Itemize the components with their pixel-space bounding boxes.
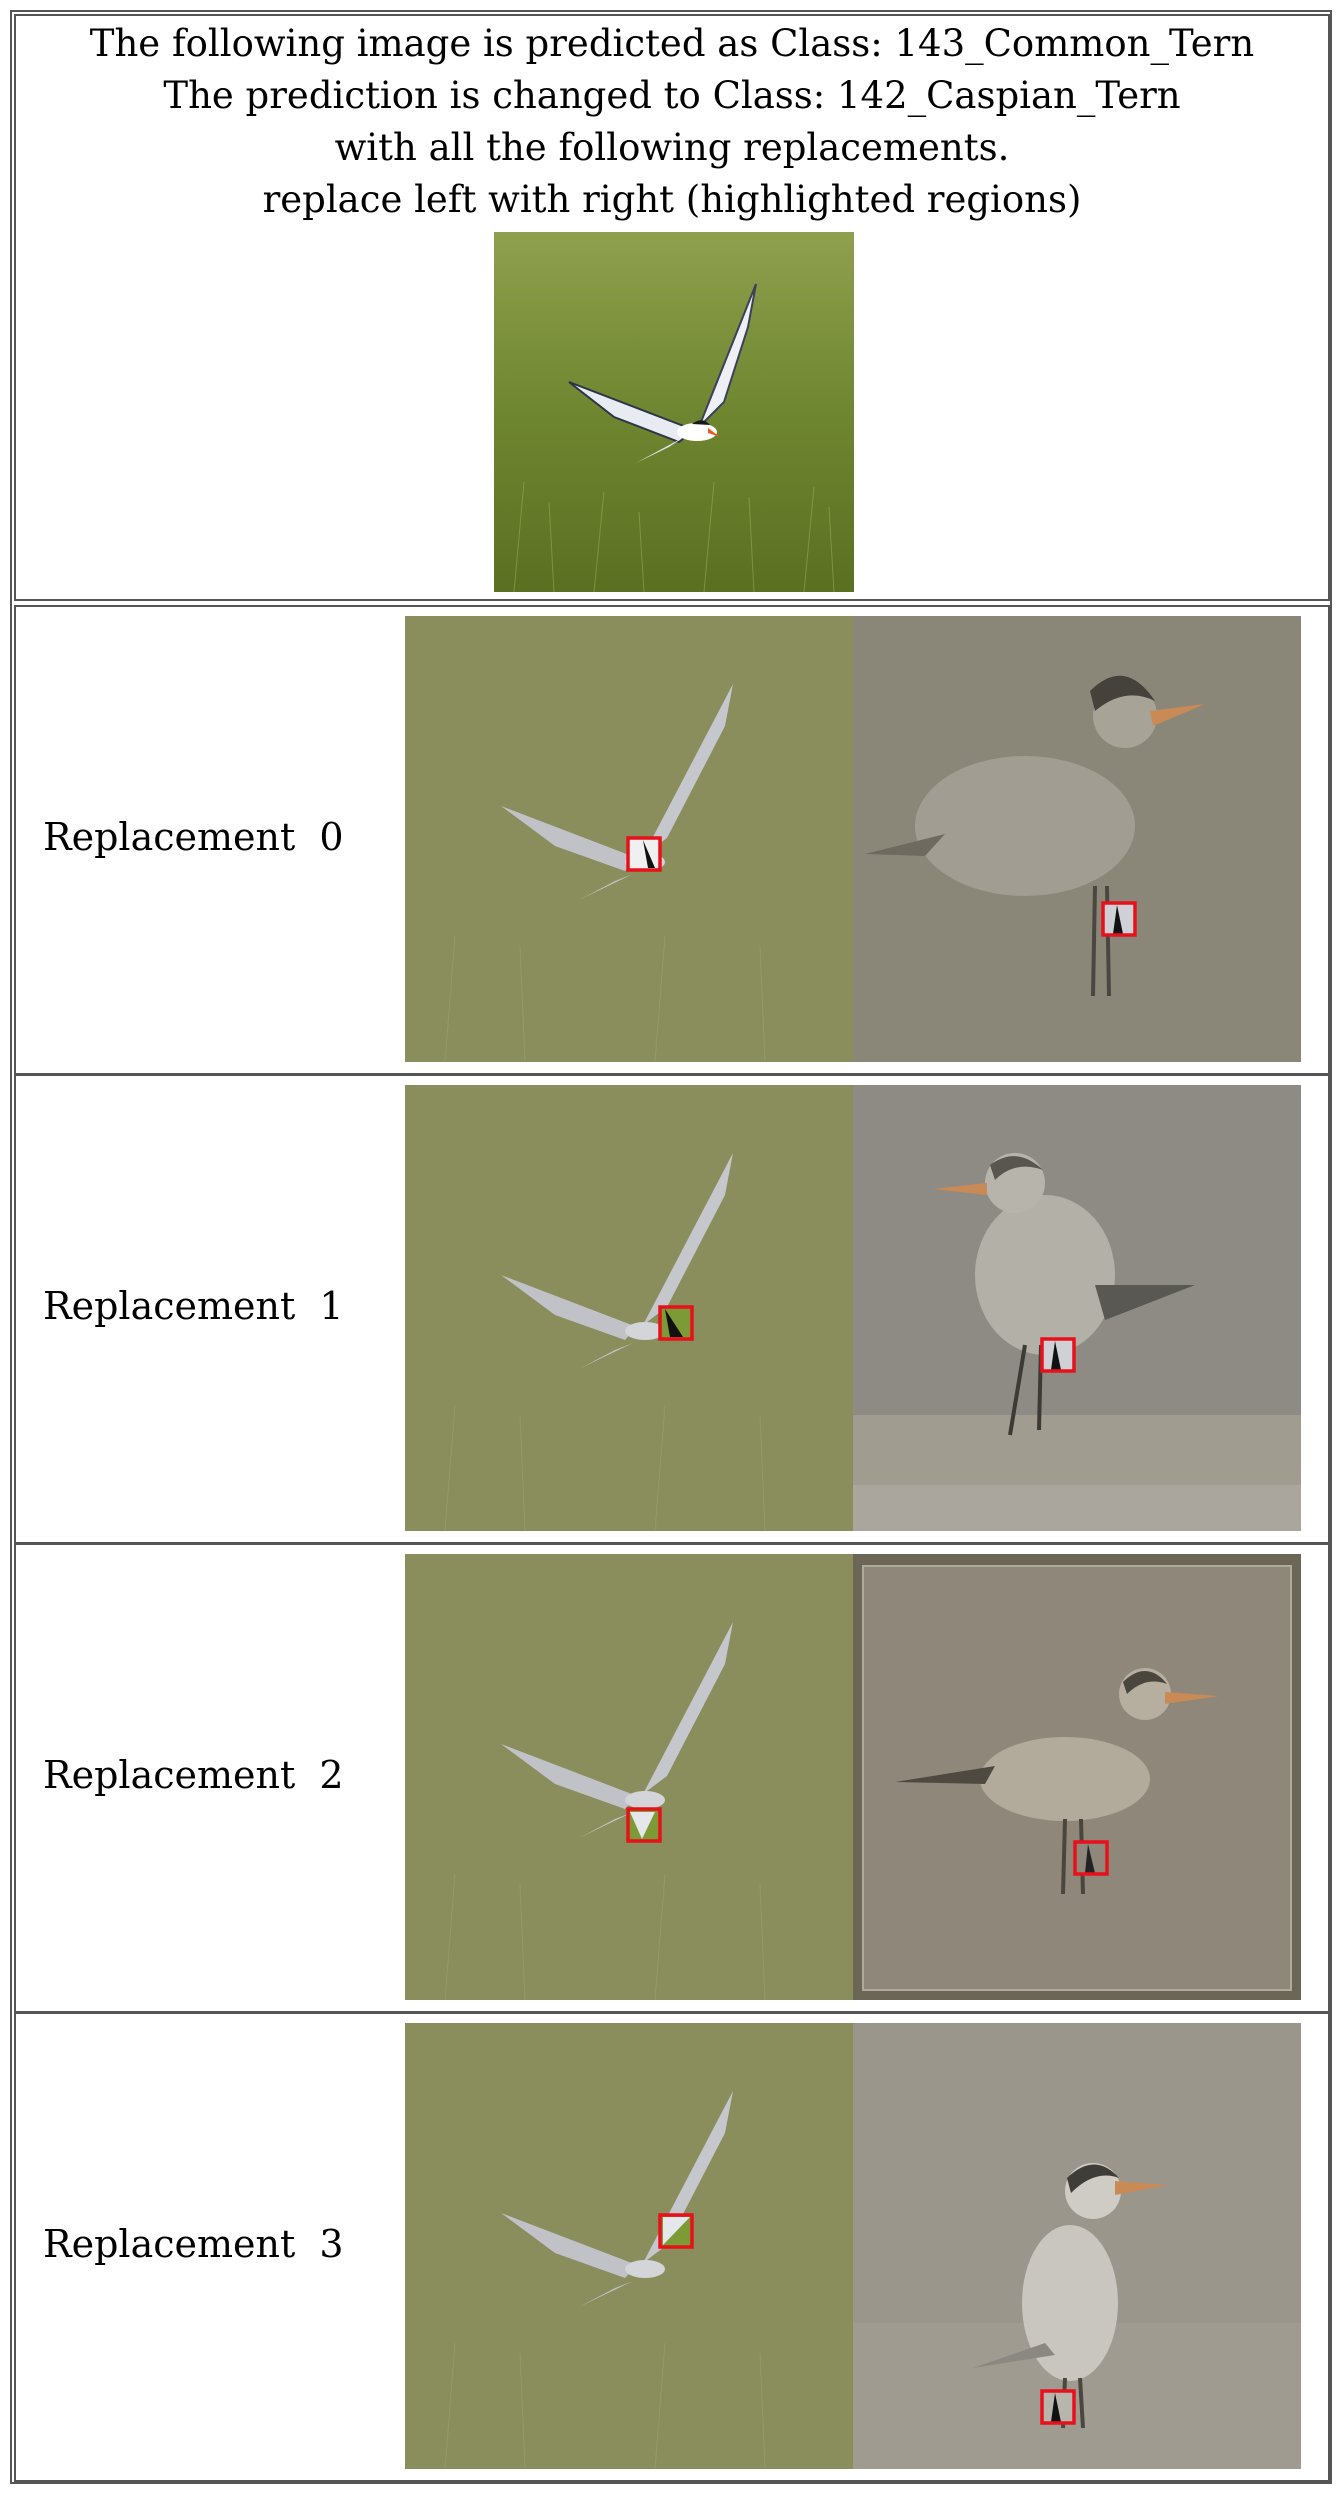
replacement-row-2: Replacement 2 (14, 1543, 1330, 2013)
replacement-row-1: Replacement 1 (14, 1074, 1330, 1544)
replacement-row-0: Replacement 0 (14, 605, 1330, 1075)
header-cell: The following image is predicted as Clas… (14, 14, 1330, 601)
replacement-image-pair (405, 1554, 1301, 2000)
replacement-image-pair (405, 616, 1301, 1062)
replacement-label: Replacement 2 (43, 1753, 344, 1797)
replacement-image-pair (405, 1085, 1301, 1531)
replacements-intro-line: with all the following replacements. (334, 126, 1010, 169)
table-frame (10, 10, 1332, 2484)
replacement-label: Replacement 1 (43, 1284, 344, 1328)
query-image (494, 232, 854, 592)
instruction-line: replace left with right (highlighted reg… (262, 178, 1082, 221)
replacement-row-3: Replacement 3 (14, 2012, 1330, 2482)
replacement-label: Replacement 0 (43, 815, 344, 859)
changed-prediction-line: The prediction is changed to Class: 142_… (163, 74, 1181, 117)
replacement-label: Replacement 3 (43, 2222, 344, 2266)
prediction-line: The following image is predicted as Clas… (89, 22, 1255, 65)
replacement-image-pair (405, 2023, 1301, 2469)
